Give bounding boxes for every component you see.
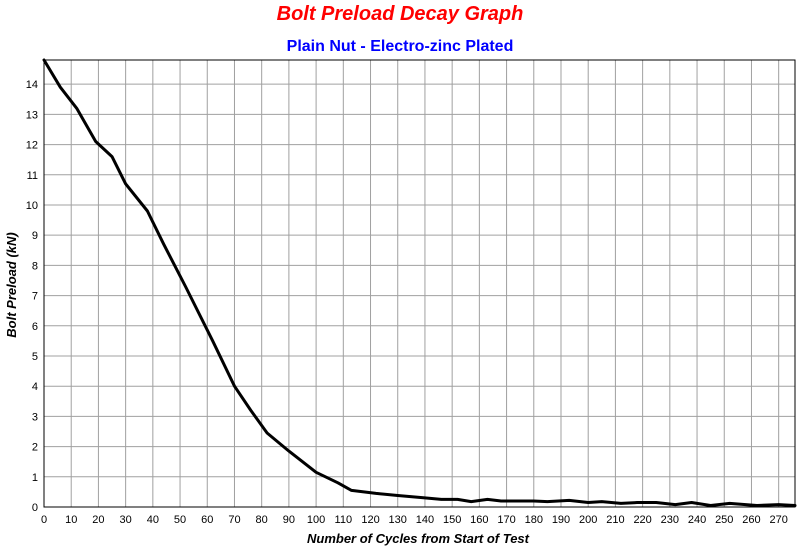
x-tick-label: 60 (201, 514, 213, 526)
y-tick-label: 1 (32, 472, 38, 484)
x-tick-label: 200 (579, 514, 597, 526)
x-tick-label: 230 (661, 514, 679, 526)
x-tick-label: 70 (228, 514, 240, 526)
y-tick-label: 8 (32, 260, 38, 272)
y-tick-label: 12 (26, 140, 38, 152)
plot-area-frame (43, 59, 796, 508)
x-tick-label: 10 (65, 514, 77, 526)
preload-series-line (42, 58, 797, 507)
x-axis-ticks: 0 10 20 30 40 50 60 70 80 90 100 110 120 130 140 150 160… (41, 514, 788, 526)
x-tick-label: 150 (443, 514, 461, 526)
y-tick-label: 6 (32, 321, 38, 333)
x-tick-label: 80 (256, 514, 268, 526)
y-tick-label: 3 (32, 411, 38, 423)
x-tick-label: 0 (41, 514, 47, 526)
y-tick-label: 5 (32, 351, 38, 363)
x-tick-label: 20 (92, 514, 104, 526)
y-tick-label: 9 (32, 230, 38, 242)
x-tick-label: 250 (715, 514, 733, 526)
x-tick-label: 120 (361, 514, 379, 526)
y-tick-label: 14 (26, 79, 38, 91)
x-tick-label: 30 (120, 514, 132, 526)
grid-lines (44, 60, 795, 507)
x-tick-label: 260 (742, 514, 760, 526)
x-tick-label: 90 (283, 514, 295, 526)
x-axis-label: Number of Cycles from Start of Test (307, 531, 530, 546)
y-tick-label: 7 (32, 291, 38, 303)
y-tick-label: 13 (26, 109, 38, 121)
y-tick-label: 2 (32, 442, 38, 454)
x-tick-label: 240 (688, 514, 706, 526)
x-tick-label: 40 (147, 514, 159, 526)
x-tick-label: 50 (174, 514, 186, 526)
y-tick-label: 4 (32, 381, 38, 393)
x-tick-label: 130 (389, 514, 407, 526)
x-tick-label: 170 (497, 514, 515, 526)
chart-title: Bolt Preload Decay Graph (277, 3, 524, 25)
chart-subtitle: Plain Nut - Electro-zinc Plated (287, 38, 514, 55)
y-tick-label: 10 (26, 200, 38, 212)
x-tick-label: 110 (335, 514, 353, 526)
x-tick-label: 160 (470, 514, 488, 526)
y-tick-label: 0 (32, 502, 38, 514)
x-tick-label: 190 (552, 514, 570, 526)
y-tick-label: 11 (27, 170, 38, 182)
x-tick-label: 140 (416, 514, 434, 526)
x-tick-label: 100 (307, 514, 325, 526)
x-tick-label: 210 (606, 514, 624, 526)
x-tick-label: 180 (525, 514, 543, 526)
y-axis-label: Bolt Preload (kN) (4, 232, 19, 337)
x-tick-label: 220 (633, 514, 651, 526)
x-tick-label: 270 (769, 514, 787, 526)
